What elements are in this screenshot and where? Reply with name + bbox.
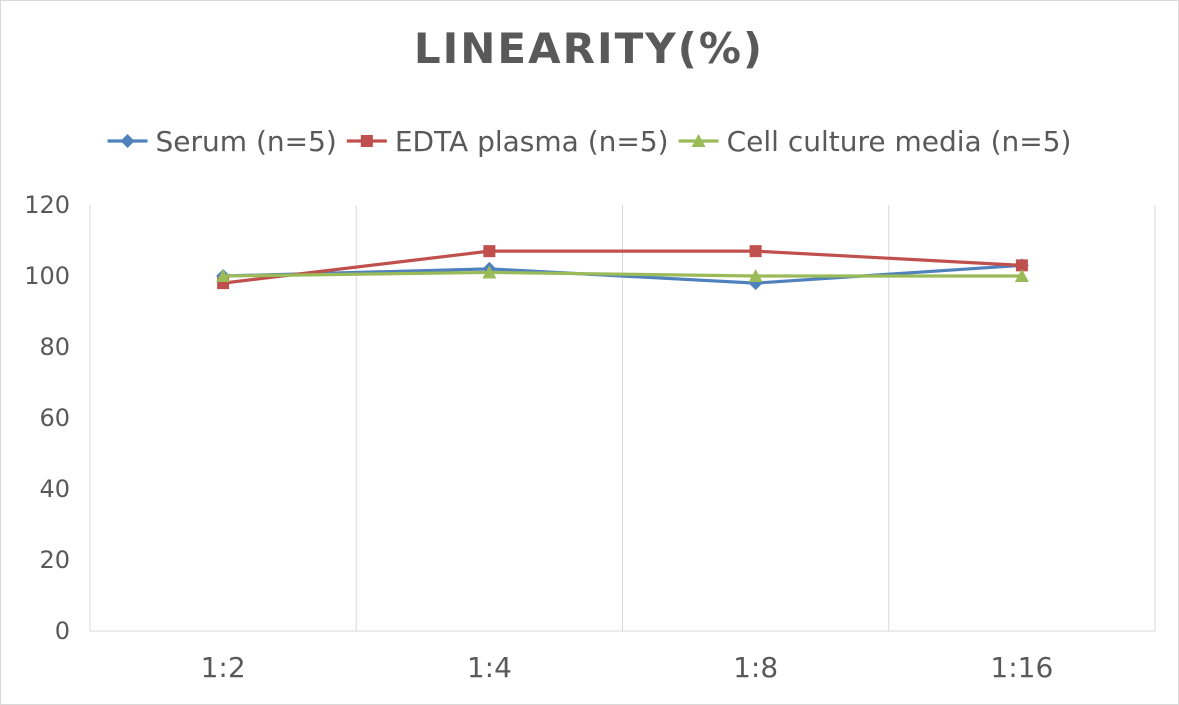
legend-label: EDTA plasma (n=5) <box>395 125 669 158</box>
chart-title: LINEARITY(%) <box>414 24 764 73</box>
y-tick-label: 60 <box>39 404 70 432</box>
y-tick-label: 0 <box>55 617 70 645</box>
x-tick-label: 1:16 <box>990 651 1053 684</box>
legend-item: EDTA plasma (n=5) <box>346 125 669 158</box>
data-point <box>216 269 231 282</box>
data-point <box>749 245 762 258</box>
legend: Serum (n=5) EDTA plasma (n=5) Cell culture… <box>107 125 1072 158</box>
y-tick-label: 40 <box>39 475 70 503</box>
y-tick-label: 120 <box>24 191 70 219</box>
data-point <box>1015 259 1028 272</box>
data-point <box>1014 269 1029 282</box>
series-3 <box>216 265 1029 282</box>
legend-item: Cell culture media (n=5) <box>678 125 1072 158</box>
legend-item: Serum (n=5) <box>107 125 337 158</box>
y-tick-label: 100 <box>24 262 70 290</box>
series-line <box>223 270 1022 278</box>
data-point <box>748 269 763 282</box>
axes: 0 20 40 60 80 100 120 1:2 1:4 1:8 1:16 <box>24 191 1155 684</box>
series-line <box>222 249 1022 285</box>
legend-marker <box>120 134 135 148</box>
y-tick-label: 20 <box>39 546 70 574</box>
legend-marker <box>691 134 706 147</box>
gridlines <box>355 205 1156 631</box>
data-point <box>482 265 497 279</box>
x-tick-label: 1:4 <box>467 651 512 684</box>
legend-label: Cell culture media (n=5) <box>727 125 1072 158</box>
series-line <box>223 263 1022 285</box>
legend-marker <box>360 135 373 147</box>
legend-label: Serum (n=5) <box>156 125 337 158</box>
data-point <box>483 245 496 258</box>
series-2 <box>217 245 1028 290</box>
x-tick-label: 1:2 <box>201 651 246 684</box>
series-group <box>216 245 1029 291</box>
y-tick-label: 80 <box>39 333 70 361</box>
x-tick-label: 1:8 <box>733 651 778 684</box>
